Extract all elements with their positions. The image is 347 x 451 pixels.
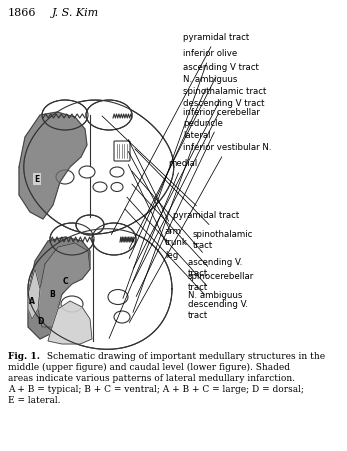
Polygon shape — [48, 301, 92, 344]
Text: lateral: lateral — [133, 131, 211, 313]
Text: Schematic drawing of important medullary structures in the: Schematic drawing of important medullary… — [44, 351, 325, 360]
Text: inferior cerebellar
peduncle: inferior cerebellar peduncle — [136, 108, 260, 297]
Text: trunk: trunk — [128, 152, 188, 247]
Ellipse shape — [76, 216, 104, 235]
Ellipse shape — [56, 170, 74, 184]
Text: descending V.
tract: descending V. tract — [125, 210, 248, 319]
Ellipse shape — [114, 311, 130, 323]
Text: 1866: 1866 — [8, 8, 36, 18]
Text: leg: leg — [128, 165, 178, 259]
Text: areas indicate various patterns of lateral medullary infarction.: areas indicate various patterns of later… — [8, 373, 295, 382]
Text: inferior olive: inferior olive — [123, 50, 237, 299]
Text: E: E — [34, 175, 40, 184]
Text: middle (upper figure) and caudal level (lower figure). Shaded: middle (upper figure) and caudal level (… — [8, 362, 290, 371]
Polygon shape — [24, 101, 174, 235]
Polygon shape — [28, 238, 90, 339]
Ellipse shape — [93, 183, 107, 193]
Text: pyramidal tract: pyramidal tract — [111, 33, 249, 235]
Text: N. ambiguus: N. ambiguus — [129, 75, 237, 259]
Ellipse shape — [110, 168, 124, 178]
Ellipse shape — [111, 183, 123, 192]
Polygon shape — [38, 244, 90, 327]
Polygon shape — [19, 113, 87, 220]
Text: Fig. 1.: Fig. 1. — [8, 351, 40, 360]
Text: ascending V tract: ascending V tract — [129, 63, 259, 249]
Text: N. ambiguus: N. ambiguus — [127, 198, 242, 300]
Text: E = lateral.: E = lateral. — [8, 395, 60, 404]
Ellipse shape — [61, 296, 83, 312]
Text: spinocerebellar
tract: spinocerebellar tract — [132, 184, 254, 291]
Text: ascending V.
tract: ascending V. tract — [132, 172, 242, 277]
Ellipse shape — [92, 224, 136, 255]
Text: C: C — [62, 277, 68, 286]
Text: J. S. Kim: J. S. Kim — [52, 8, 99, 18]
Text: spinothalamic tract: spinothalamic tract — [133, 87, 266, 269]
Ellipse shape — [79, 166, 95, 179]
Text: D: D — [37, 317, 43, 326]
Text: inferior vestibular N.: inferior vestibular N. — [129, 143, 271, 323]
Text: B: B — [49, 290, 55, 299]
Text: A + B = typical; B + C = ventral; A + B + C = large; D = dorsal;: A + B = typical; B + C = ventral; A + B … — [8, 384, 304, 393]
Text: spinothalamic
tract: spinothalamic tract — [135, 150, 253, 249]
Ellipse shape — [42, 101, 88, 131]
Ellipse shape — [108, 290, 128, 305]
Polygon shape — [28, 269, 40, 319]
Text: medial: medial — [109, 159, 197, 339]
Ellipse shape — [86, 101, 132, 131]
Text: descending V tract: descending V tract — [133, 99, 264, 282]
Text: arm: arm — [128, 140, 182, 236]
Ellipse shape — [50, 224, 94, 255]
Text: pyramidal tract: pyramidal tract — [102, 117, 239, 220]
Text: A: A — [29, 297, 35, 306]
Polygon shape — [28, 229, 172, 350]
FancyBboxPatch shape — [114, 142, 130, 161]
